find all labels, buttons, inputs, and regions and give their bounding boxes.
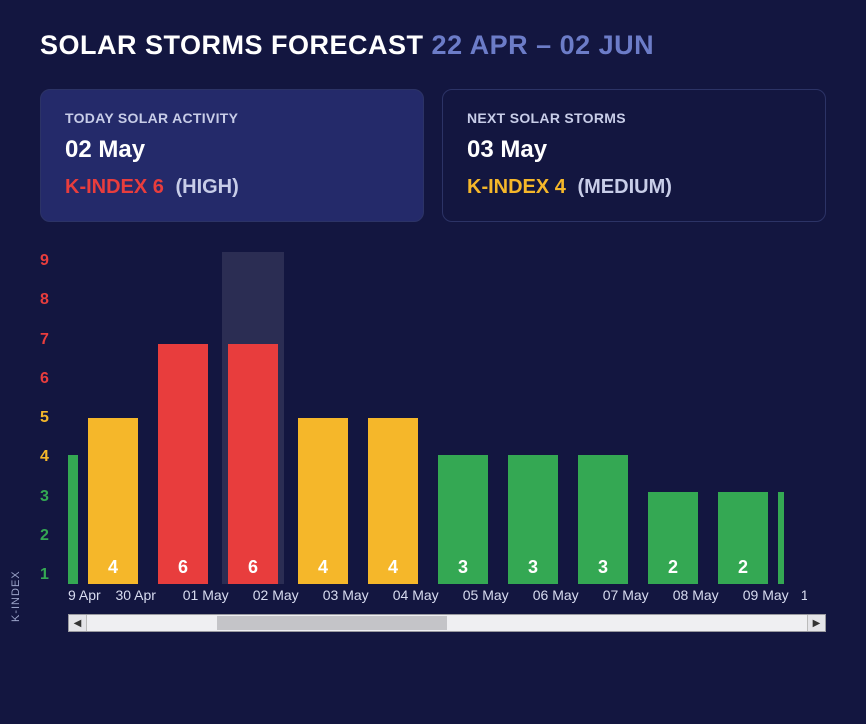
x-label: 09 May bbox=[731, 587, 801, 603]
bar: 4 bbox=[298, 418, 348, 584]
title-text: SOLAR STORMS FORECAST bbox=[40, 30, 424, 60]
y-tick: 7 bbox=[40, 331, 68, 349]
y-tick: 2 bbox=[40, 527, 68, 545]
x-label: 30 Apr bbox=[101, 587, 171, 603]
bar: 3 bbox=[578, 455, 628, 584]
x-label: 06 May bbox=[521, 587, 591, 603]
card-today-severity: (HIGH) bbox=[175, 176, 238, 198]
card-today[interactable]: TODAY SOLAR ACTIVITY 02 May K-INDEX 6 (H… bbox=[40, 89, 424, 222]
bar: 6 bbox=[228, 344, 278, 584]
card-today-date: 02 May bbox=[65, 136, 399, 164]
chart-column[interactable]: 3 bbox=[568, 252, 638, 584]
scroll-right-button[interactable]: ▶ bbox=[807, 615, 825, 631]
chart-column[interactable]: 2 bbox=[708, 252, 778, 584]
scroll-left-button[interactable]: ◀ bbox=[69, 615, 87, 631]
x-label: 05 May bbox=[451, 587, 521, 603]
x-label: 01 May bbox=[171, 587, 241, 603]
title-date-range: 22 APR – 02 JUN bbox=[432, 30, 655, 60]
chart-column[interactable]: 2 bbox=[638, 252, 708, 584]
y-tick: 5 bbox=[40, 409, 68, 427]
card-next-date: 03 May bbox=[467, 136, 801, 164]
scroll-track[interactable] bbox=[87, 615, 807, 631]
bar: 2 bbox=[718, 492, 768, 584]
y-tick: 9 bbox=[40, 252, 68, 270]
x-label: 03 May bbox=[311, 587, 381, 603]
bar bbox=[778, 492, 784, 584]
y-tick: 8 bbox=[40, 291, 68, 309]
chart-plot: 34664433322 9 Apr30 Apr01 May02 May03 Ma… bbox=[68, 252, 826, 632]
y-tick: 1 bbox=[40, 566, 68, 584]
y-tick: 6 bbox=[40, 370, 68, 388]
card-next-label: NEXT SOLAR STORMS bbox=[467, 110, 801, 126]
chart-scrollbar[interactable]: ◀ ▶ bbox=[68, 614, 826, 632]
x-axis-labels: 9 Apr30 Apr01 May02 May03 May04 May05 Ma… bbox=[68, 584, 826, 606]
chart-column[interactable]: 6 bbox=[148, 252, 218, 584]
chart-column[interactable]: 4 bbox=[78, 252, 148, 584]
y-axis: 9 8 7 6 5 4 3 2 1 bbox=[40, 252, 68, 632]
bar: 3 bbox=[438, 455, 488, 584]
bar: 6 bbox=[158, 344, 208, 584]
card-today-kindex: K-INDEX 6 (HIGH) bbox=[65, 176, 399, 199]
x-label: 1 bbox=[801, 587, 807, 603]
x-label: 02 May bbox=[241, 587, 311, 603]
card-next-kindex: K-INDEX 4 (MEDIUM) bbox=[467, 176, 801, 199]
x-label: 04 May bbox=[381, 587, 451, 603]
kindex-chart: K-INDEX 987654321 34664433322 9 Apr30 Ap… bbox=[40, 252, 826, 632]
y-tick: 4 bbox=[40, 448, 68, 466]
card-today-label: TODAY SOLAR ACTIVITY bbox=[65, 110, 399, 126]
chart-column[interactable] bbox=[778, 252, 784, 584]
scroll-thumb[interactable] bbox=[217, 616, 447, 630]
bar: 4 bbox=[88, 418, 138, 584]
bar: 3 bbox=[68, 455, 78, 584]
chart-column[interactable]: 3 bbox=[498, 252, 568, 584]
bar: 4 bbox=[368, 418, 418, 584]
bar: 2 bbox=[648, 492, 698, 584]
card-today-k-value: K-INDEX 6 bbox=[65, 176, 164, 198]
chart-column[interactable]: 6 bbox=[218, 252, 288, 584]
summary-cards: TODAY SOLAR ACTIVITY 02 May K-INDEX 6 (H… bbox=[40, 89, 826, 222]
bar: 3 bbox=[508, 455, 558, 584]
x-label: 08 May bbox=[661, 587, 731, 603]
card-next-severity: (MEDIUM) bbox=[577, 176, 671, 198]
page-title: SOLAR STORMS FORECAST 22 APR – 02 JUN bbox=[40, 30, 826, 61]
card-next-k-value: K-INDEX 4 bbox=[467, 176, 566, 198]
chart-bars: 34664433322 bbox=[68, 252, 826, 584]
y-tick: 3 bbox=[40, 488, 68, 506]
chart-column[interactable]: 4 bbox=[288, 252, 358, 584]
chart-column[interactable]: 4 bbox=[358, 252, 428, 584]
chart-column[interactable]: 3 bbox=[428, 252, 498, 584]
chart-column[interactable]: 3 bbox=[68, 252, 78, 584]
x-label: 07 May bbox=[591, 587, 661, 603]
x-label: 9 Apr bbox=[68, 587, 101, 603]
y-axis-label: K-INDEX bbox=[10, 570, 22, 622]
card-next[interactable]: NEXT SOLAR STORMS 03 May K-INDEX 4 (MEDI… bbox=[442, 89, 826, 222]
